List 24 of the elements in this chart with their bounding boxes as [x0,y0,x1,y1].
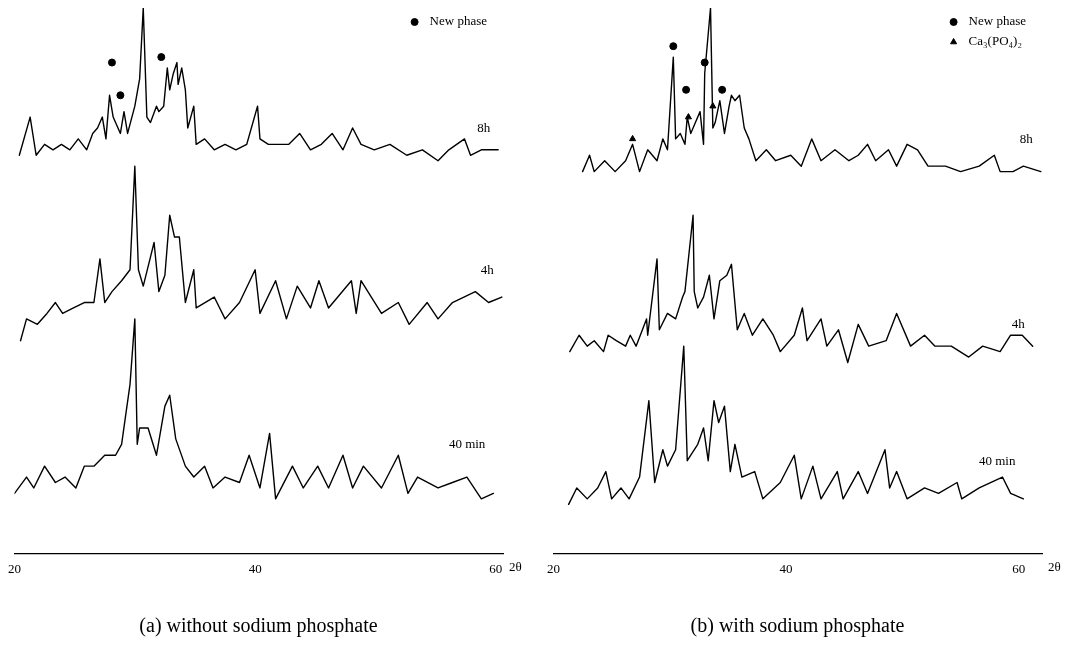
x-tick-label: 60 [489,560,503,576]
series-label: 4h [1011,316,1026,332]
x-tick-label: 60 [1012,560,1026,576]
x-tick-label: 40 [248,560,262,576]
point [709,102,717,109]
x-tick-label: 40 [779,560,793,576]
x-tick-label: 20 [547,560,560,576]
legend-label: New phase [429,13,488,29]
legend-label: Ca₃(PO₄)₂ [968,33,1022,49]
series-label: 8h [1019,130,1034,146]
x-axis-title: 2θ [1048,559,1061,575]
point [669,42,678,51]
x-tick-label: 20 [8,560,21,576]
x-axis-title: 2θ [509,559,522,575]
series-label: 4h [480,261,495,277]
point [682,85,691,94]
text: 40 min [448,436,486,452]
text: (b) with sodium phosphate [690,614,905,638]
legend-label: New phase [968,13,1027,29]
series-label: 8h [477,119,491,135]
series-label: 40 min [978,452,1016,468]
text: (a) without sodium phosphate [139,614,378,638]
point [629,134,637,142]
point [718,85,727,94]
